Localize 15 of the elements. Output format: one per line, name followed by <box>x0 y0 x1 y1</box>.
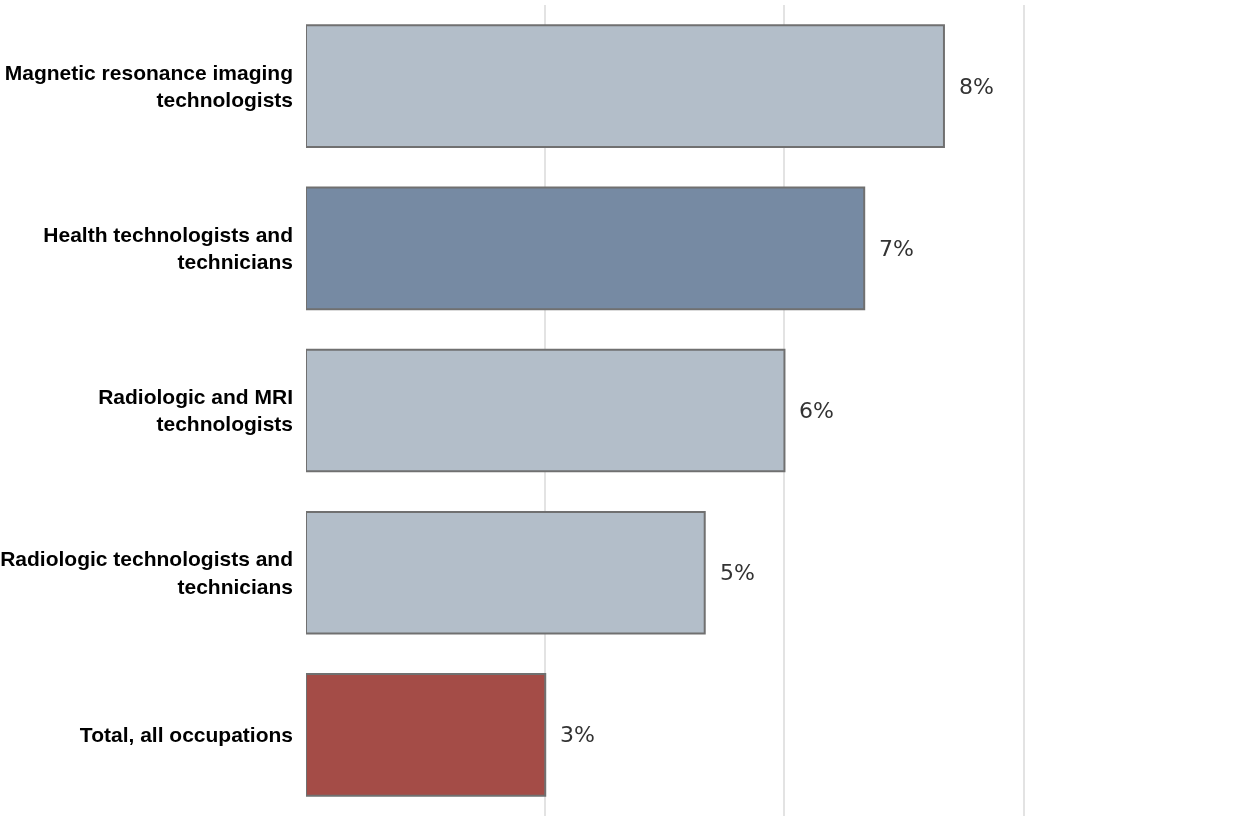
y-tick-label: Total, all occupations <box>79 723 293 747</box>
y-tick-label: Magnetic resonance imaging technologists <box>4 60 293 112</box>
bar <box>306 510 706 635</box>
bar <box>306 673 547 797</box>
data-label: 8% <box>959 74 994 99</box>
bar <box>306 24 945 148</box>
bar <box>306 186 866 311</box>
bar <box>306 348 786 473</box>
data-label: 3% <box>560 722 595 747</box>
data-label: 7% <box>879 236 914 261</box>
y-tick-label: Radiologic and MRI technologists <box>98 385 293 436</box>
data-label: 6% <box>799 398 834 423</box>
data-label: 5% <box>720 560 755 585</box>
y-tick-label: Health technologists and technicians <box>43 223 293 274</box>
y-tick-label: Radiologic technologists and technicians <box>0 547 293 598</box>
